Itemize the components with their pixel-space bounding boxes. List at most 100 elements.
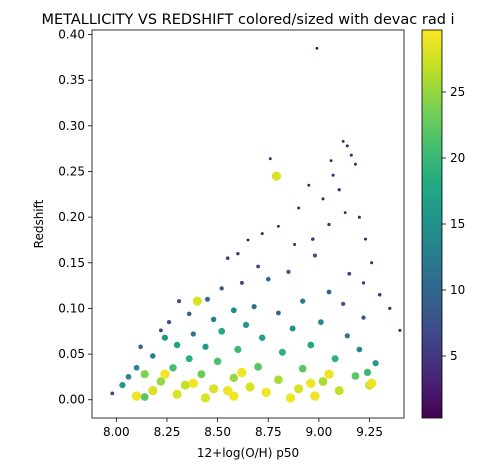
- data-point: [278, 348, 286, 356]
- data-point: [236, 252, 240, 256]
- data-point: [242, 321, 250, 329]
- data-point: [341, 139, 345, 143]
- data-point: [311, 237, 315, 241]
- y-tick-label: 0.10: [58, 301, 85, 315]
- data-point: [173, 341, 181, 349]
- colorbar-ticks: 5 10 15 20 25: [442, 85, 465, 363]
- data-point: [318, 319, 324, 325]
- data-point: [315, 46, 319, 50]
- data-point: [370, 261, 374, 265]
- data-point: [140, 393, 149, 401]
- data-point: [192, 296, 202, 306]
- data-point: [351, 372, 360, 380]
- data-point: [300, 298, 306, 304]
- data-point: [297, 206, 301, 210]
- data-point: [204, 296, 211, 302]
- data-point: [148, 386, 158, 396]
- data-point: [345, 144, 349, 148]
- colorbar-tick-label: 15: [450, 217, 465, 231]
- data-point: [200, 393, 211, 403]
- data-point: [266, 276, 271, 282]
- data-point: [337, 188, 341, 192]
- data-point: [349, 153, 353, 157]
- data-point: [166, 319, 172, 325]
- data-point: [245, 382, 255, 392]
- data-point: [254, 363, 262, 371]
- x-tick-label: 8.00: [103, 425, 130, 439]
- data-point: [237, 367, 247, 378]
- data-point: [185, 355, 193, 363]
- data-point: [388, 306, 392, 311]
- y-tick-label: 0.35: [58, 73, 85, 87]
- data-point: [353, 162, 357, 166]
- y-tick-label: 0.00: [58, 393, 85, 407]
- x-axis: 8.00 8.25 8.50 8.75 9.00 9.25: [103, 418, 383, 439]
- x-tick-label: 8.25: [154, 425, 181, 439]
- data-point: [271, 171, 281, 181]
- data-point: [256, 264, 260, 269]
- data-point: [172, 389, 182, 399]
- data-point: [197, 370, 206, 379]
- data-point: [125, 374, 132, 380]
- plot-frame: [91, 29, 405, 419]
- data-point: [222, 385, 233, 396]
- data-point: [363, 237, 368, 241]
- data-point: [363, 368, 372, 377]
- x-tick-label: 9.00: [306, 425, 333, 439]
- data-point: [229, 391, 239, 401]
- data-point: [213, 357, 222, 366]
- data-point: [276, 310, 281, 316]
- data-point: [229, 373, 239, 383]
- data-point: [234, 345, 242, 354]
- scatter-points: [110, 46, 402, 403]
- data-point: [343, 211, 347, 215]
- data-point: [177, 299, 182, 304]
- data-point: [326, 289, 332, 295]
- data-point: [131, 391, 142, 401]
- data-point: [307, 183, 311, 187]
- x-tick-label: 9.25: [356, 425, 383, 439]
- data-point: [310, 391, 320, 401]
- data-point: [225, 256, 230, 260]
- colorbar-tick-label: 20: [450, 151, 465, 165]
- data-point: [188, 378, 199, 389]
- data-point: [321, 197, 325, 201]
- data-point: [169, 364, 177, 372]
- data-point: [261, 387, 271, 398]
- data-point: [161, 334, 169, 341]
- data-point: [331, 355, 339, 363]
- data-point: [186, 311, 192, 317]
- data-point: [110, 391, 115, 396]
- y-tick-label: 0.15: [58, 256, 85, 270]
- data-point: [218, 327, 226, 335]
- chart-title: METALLICITY VS REDSHIFT colored/sized wi…: [41, 12, 454, 28]
- colorbar-tick-label: 25: [450, 85, 465, 99]
- data-point: [190, 331, 196, 337]
- data-point: [286, 269, 291, 275]
- data-point: [329, 159, 333, 163]
- colorbar-tick-label: 10: [450, 283, 465, 297]
- data-point: [268, 157, 272, 161]
- data-point: [138, 344, 143, 350]
- y-tick-label: 0.25: [58, 165, 85, 179]
- x-tick-label: 8.75: [255, 425, 282, 439]
- colorbar-tick-label: 5: [450, 349, 458, 363]
- data-point: [230, 307, 237, 314]
- data-point: [331, 173, 335, 177]
- x-tick-label: 8.50: [204, 425, 231, 439]
- data-point: [276, 224, 280, 228]
- data-point: [298, 364, 307, 373]
- data-point: [307, 341, 315, 349]
- data-point: [180, 380, 190, 390]
- y-tick-label: 0.40: [58, 28, 85, 42]
- data-point: [327, 222, 331, 227]
- data-point: [159, 328, 163, 333]
- y-tick-label: 0.20: [58, 210, 85, 224]
- data-point: [210, 316, 217, 323]
- data-point: [361, 315, 366, 320]
- data-point: [344, 333, 350, 339]
- data-point: [246, 238, 250, 242]
- data-point: [219, 286, 224, 291]
- data-point: [372, 360, 379, 367]
